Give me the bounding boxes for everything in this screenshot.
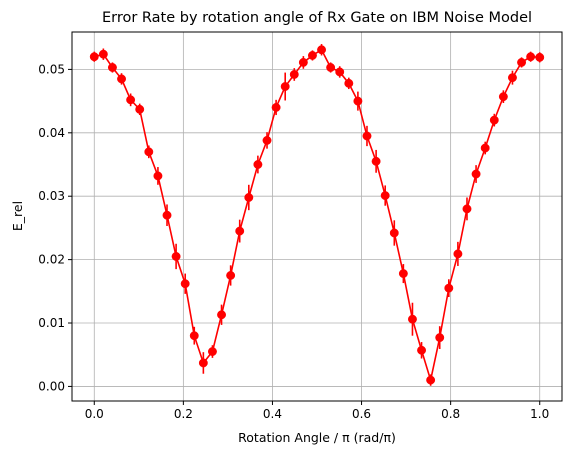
data-point (371, 156, 381, 166)
data-point (317, 45, 326, 55)
axis-ticks: 0.0 0.2 0.4 0.6 0.8 1.0 0.00 0.01 0.02 0.03 0.04 0.… (38, 62, 549, 421)
series-line (94, 48, 540, 384)
data-point (508, 73, 517, 83)
data-point (262, 135, 272, 145)
data-point (180, 279, 190, 289)
data-point (208, 347, 217, 356)
data-point (417, 345, 426, 355)
data-point (153, 171, 163, 181)
x-tick-label: 0.6 (352, 407, 371, 421)
data-point (89, 52, 99, 62)
y-tick-label: 0.03 (38, 189, 65, 203)
data-point (107, 63, 117, 72)
data-point (526, 52, 536, 62)
data-point (362, 131, 372, 141)
x-tick-label: 1.0 (530, 407, 549, 421)
x-tick-label: 0.8 (441, 407, 460, 421)
data-point (98, 49, 108, 59)
data-point (162, 210, 172, 220)
data-point (244, 193, 254, 202)
data-point (480, 143, 490, 153)
data-point (344, 78, 354, 88)
data-point (517, 57, 527, 67)
y-tick-label: 0.00 (38, 379, 65, 393)
data-point (271, 102, 281, 112)
data-point (462, 204, 472, 214)
x-tick-label: 0.0 (85, 407, 104, 421)
data-point (226, 271, 236, 280)
data-point (117, 74, 126, 84)
data-point (453, 249, 463, 259)
data-point (489, 115, 499, 125)
y-tick-label: 0.02 (38, 253, 65, 267)
chart-title: Error Rate by rotation angle of Rx Gate … (102, 10, 532, 26)
x-tick-label: 0.4 (263, 407, 282, 421)
data-point (380, 191, 390, 201)
data-point (308, 51, 317, 60)
x-tick-label: 0.2 (174, 407, 193, 421)
data-point (289, 70, 299, 79)
data-point (144, 147, 154, 157)
data-point (398, 269, 408, 279)
y-tick-label: 0.05 (38, 62, 65, 76)
y-tick-label: 0.04 (38, 126, 65, 140)
data-point (444, 283, 454, 293)
data-point (253, 160, 263, 169)
data-series (89, 44, 545, 386)
data-point (535, 52, 545, 62)
y-axis-label: E_rel (10, 201, 25, 231)
data-point (135, 104, 145, 114)
data-point (326, 63, 336, 72)
data-point (471, 169, 481, 179)
data-point (280, 82, 290, 91)
data-point (171, 251, 181, 261)
data-point (408, 314, 417, 324)
data-point (217, 310, 226, 320)
data-point (126, 95, 136, 105)
y-tick-label: 0.01 (38, 316, 65, 330)
data-point (335, 67, 345, 77)
data-point (389, 228, 399, 238)
data-point (498, 92, 508, 102)
grid-lines (72, 32, 562, 401)
data-point (189, 331, 199, 341)
data-point (353, 96, 363, 106)
data-point (235, 226, 245, 236)
plot-frame (71, 31, 563, 402)
data-point (198, 358, 208, 368)
data-point (435, 333, 445, 343)
data-point (426, 375, 436, 385)
data-point (298, 57, 308, 67)
x-axis-label: Rotation Angle / π (rad/π) (238, 430, 396, 445)
